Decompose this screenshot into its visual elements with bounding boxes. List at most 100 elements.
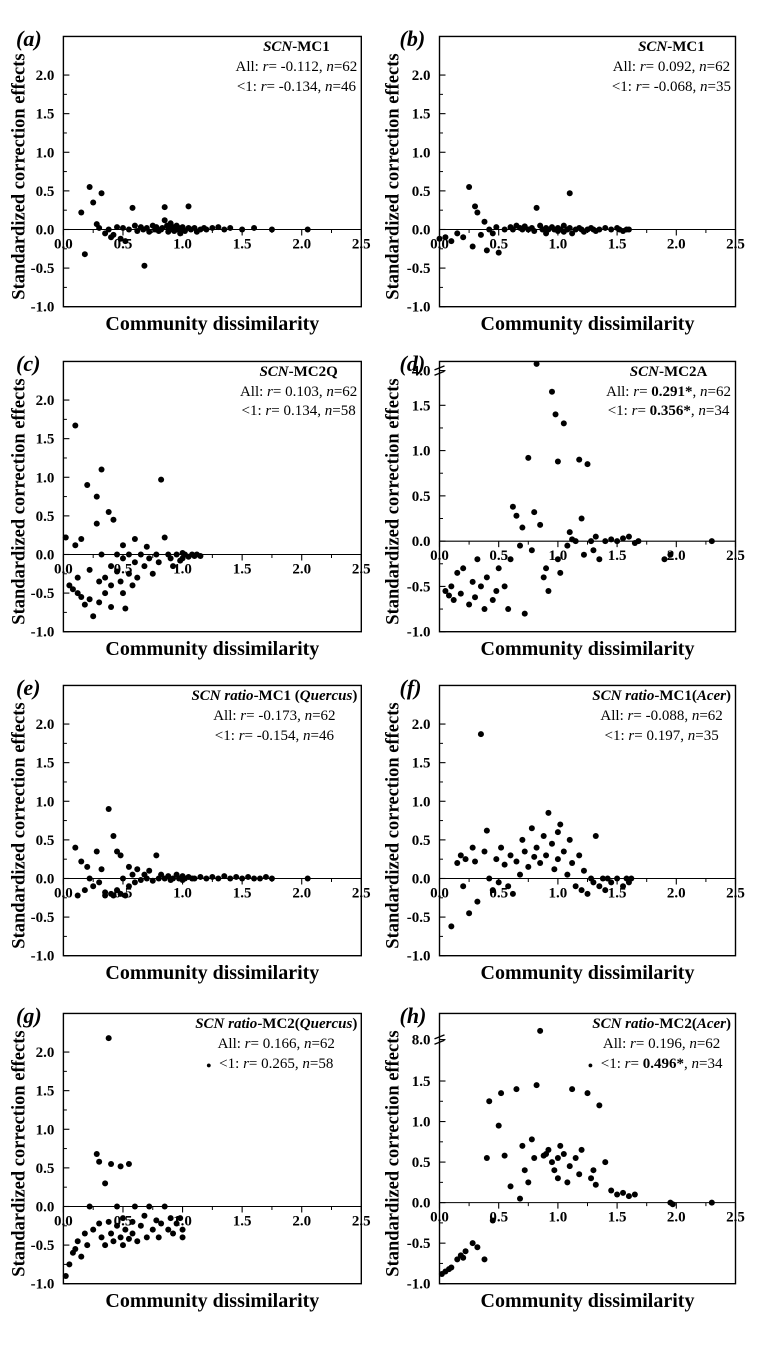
svg-text:0.5: 0.5: [36, 833, 55, 849]
svg-text:1.0: 1.0: [548, 548, 567, 564]
svg-text:0.0: 0.0: [36, 872, 55, 888]
svg-text:Community dissimilarity: Community dissimilarity: [480, 1290, 694, 1312]
svg-text:0.0: 0.0: [411, 222, 430, 238]
svg-text:0.0: 0.0: [54, 236, 73, 252]
svg-text:Standardized correction effect: Standardized correction effects: [10, 703, 30, 949]
svg-text:1.5: 1.5: [411, 1074, 430, 1090]
svg-text:0.5: 0.5: [114, 561, 133, 577]
svg-text:Standardized correction effect: Standardized correction effects: [10, 378, 30, 624]
svg-text:-0.5: -0.5: [406, 261, 430, 277]
svg-text:2.0: 2.0: [411, 717, 430, 733]
svg-text:2.0: 2.0: [36, 393, 55, 409]
svg-text:1.5: 1.5: [607, 236, 626, 252]
svg-text:1.0: 1.0: [173, 1214, 192, 1230]
svg-text:1.0: 1.0: [36, 145, 55, 161]
svg-text:0.5: 0.5: [489, 548, 508, 564]
svg-text:Standardized correction effect: Standardized correction effects: [383, 53, 403, 299]
svg-text:1.5: 1.5: [233, 1214, 252, 1230]
svg-text:0.0: 0.0: [430, 236, 449, 252]
svg-text:0.5: 0.5: [489, 236, 508, 252]
svg-text:2.5: 2.5: [352, 236, 371, 252]
svg-text:Community dissimilarity: Community dissimilarity: [105, 1290, 319, 1312]
svg-text:0.0: 0.0: [54, 561, 73, 577]
svg-text:0.0: 0.0: [411, 534, 430, 550]
svg-text:-1.0: -1.0: [406, 625, 430, 641]
svg-text:2.5: 2.5: [726, 1210, 745, 1226]
svg-text:1.0: 1.0: [36, 1122, 55, 1138]
svg-text:2.0: 2.0: [666, 885, 685, 901]
svg-text:1.5: 1.5: [411, 756, 430, 772]
svg-text:-1.0: -1.0: [31, 1277, 55, 1293]
svg-text:1.0: 1.0: [36, 470, 55, 486]
svg-text:1.5: 1.5: [36, 431, 55, 447]
svg-text:1.5: 1.5: [233, 236, 252, 252]
svg-text:0.0: 0.0: [411, 1196, 430, 1212]
svg-text:1.0: 1.0: [548, 885, 567, 901]
svg-text:1.0: 1.0: [411, 794, 430, 810]
svg-text:2.0: 2.0: [411, 68, 430, 84]
svg-text:2.0: 2.0: [36, 68, 55, 84]
svg-text:1.0: 1.0: [411, 1115, 430, 1131]
svg-text:-0.5: -0.5: [406, 1236, 430, 1252]
svg-text:-1.0: -1.0: [31, 300, 55, 316]
svg-text:2.0: 2.0: [292, 561, 311, 577]
svg-text:2.5: 2.5: [726, 885, 745, 901]
svg-text:0.5: 0.5: [489, 1210, 508, 1226]
svg-text:0.5: 0.5: [36, 509, 55, 525]
svg-text:1.5: 1.5: [411, 398, 430, 414]
svg-text:0.0: 0.0: [430, 885, 449, 901]
svg-text:Standardized correction effect: Standardized correction effects: [383, 378, 403, 624]
svg-text:0.5: 0.5: [411, 833, 430, 849]
svg-text:0.5: 0.5: [489, 885, 508, 901]
svg-text:0.0: 0.0: [54, 1214, 73, 1230]
svg-text:1.0: 1.0: [411, 443, 430, 459]
svg-text:0.0: 0.0: [36, 1200, 55, 1216]
svg-text:1.5: 1.5: [411, 107, 430, 123]
svg-text:0.5: 0.5: [411, 489, 430, 505]
svg-text:-0.5: -0.5: [31, 586, 55, 602]
svg-text:0.0: 0.0: [36, 222, 55, 238]
svg-text:2.5: 2.5: [352, 1214, 371, 1230]
svg-text:0.5: 0.5: [36, 1161, 55, 1177]
svg-text:0.5: 0.5: [411, 1155, 430, 1171]
svg-text:1.5: 1.5: [36, 756, 55, 772]
svg-text:0.5: 0.5: [114, 1214, 133, 1230]
svg-text:Standardized correction effect: Standardized correction effects: [10, 1031, 30, 1277]
svg-text:2.0: 2.0: [666, 548, 685, 564]
svg-text:1.5: 1.5: [607, 548, 626, 564]
svg-text:0.0: 0.0: [36, 547, 55, 563]
svg-text:-1.0: -1.0: [406, 300, 430, 316]
svg-text:2.0: 2.0: [36, 1045, 55, 1061]
svg-text:1.5: 1.5: [233, 885, 252, 901]
svg-text:0.0: 0.0: [430, 548, 449, 564]
svg-text:1.0: 1.0: [36, 794, 55, 810]
svg-text:2.0: 2.0: [666, 1210, 685, 1226]
svg-text:1.5: 1.5: [607, 885, 626, 901]
svg-text:1.0: 1.0: [173, 236, 192, 252]
svg-text:2.5: 2.5: [352, 561, 371, 577]
svg-text:0.5: 0.5: [411, 184, 430, 200]
svg-text:1.5: 1.5: [233, 561, 252, 577]
svg-text:0.0: 0.0: [54, 885, 73, 901]
svg-text:1.0: 1.0: [173, 561, 192, 577]
svg-text:2.5: 2.5: [352, 885, 371, 901]
svg-text:-1.0: -1.0: [406, 1277, 430, 1293]
svg-text:1.5: 1.5: [36, 107, 55, 123]
svg-text:-0.5: -0.5: [406, 910, 430, 926]
svg-text:2.5: 2.5: [726, 548, 745, 564]
svg-text:-0.5: -0.5: [31, 910, 55, 926]
svg-text:1.0: 1.0: [411, 145, 430, 161]
svg-text:-0.5: -0.5: [406, 579, 430, 595]
svg-text:2.5: 2.5: [726, 236, 745, 252]
svg-text:0.0: 0.0: [411, 872, 430, 888]
svg-text:2.0: 2.0: [666, 236, 685, 252]
svg-text:-0.5: -0.5: [31, 261, 55, 277]
svg-text:0.5: 0.5: [114, 885, 133, 901]
svg-text:2.0: 2.0: [292, 885, 311, 901]
svg-text:1.0: 1.0: [173, 885, 192, 901]
svg-text:Standardized correction effect: Standardized correction effects: [383, 1031, 403, 1277]
svg-text:0.5: 0.5: [36, 184, 55, 200]
svg-text:8.0: 8.0: [411, 1033, 430, 1049]
svg-text:-0.5: -0.5: [31, 1238, 55, 1254]
svg-text:2.0: 2.0: [292, 236, 311, 252]
